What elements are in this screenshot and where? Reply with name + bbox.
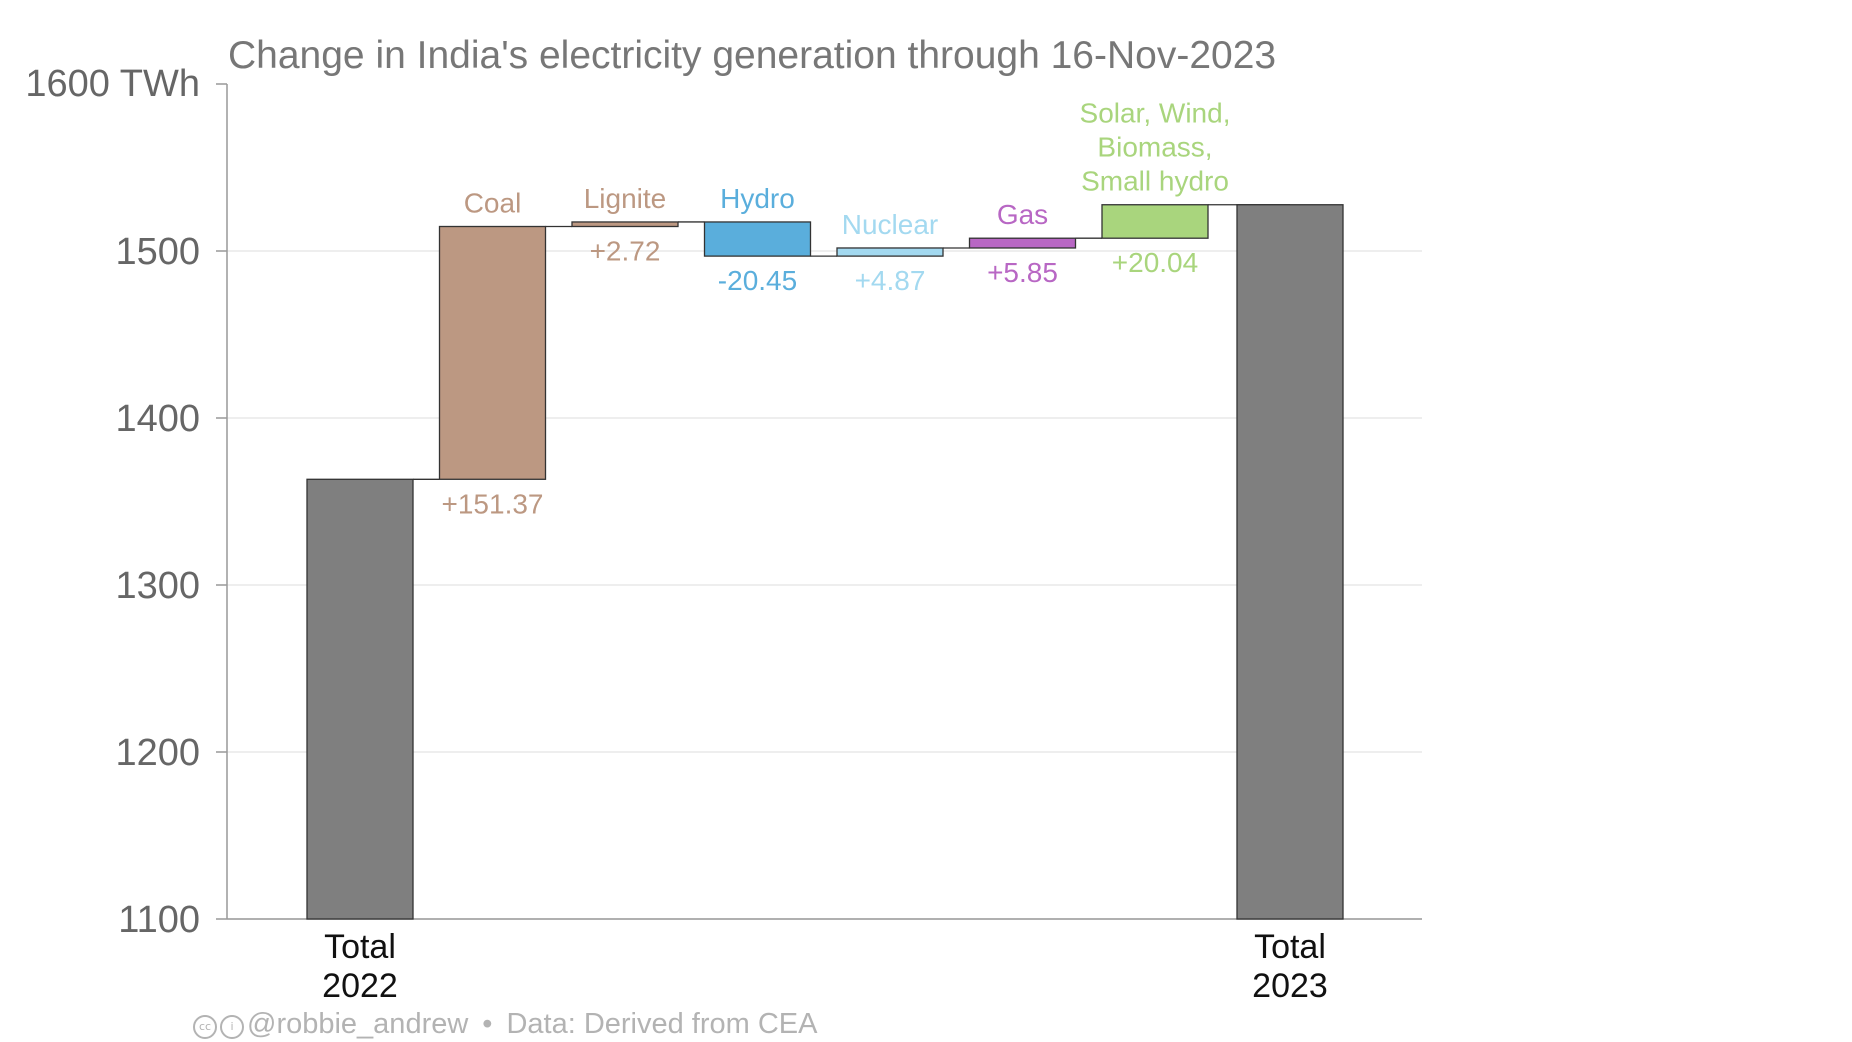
category-label-solar-wind-biomass-small-hydro: Biomass, <box>1097 132 1212 163</box>
value-label-hydro: -20.45 <box>718 265 797 296</box>
category-label-gas: Gas <box>997 199 1048 230</box>
category-label-nuclear: Nuclear <box>842 209 938 240</box>
y-tick-label: 1100 <box>118 899 200 941</box>
bar-total-2023 <box>1236 204 1344 920</box>
category-label-hydro: Hydro <box>720 183 795 214</box>
y-tick-label: 1500 <box>115 231 200 273</box>
category-label-solar-wind-biomass-small-hydro: Small hydro <box>1081 166 1229 197</box>
cc-by-icon: i <box>220 1015 244 1039</box>
x-label-total-2022-line2: 2022 <box>322 967 398 1000</box>
footer: cc i @robbie_andrew • Data: Derived from CEA <box>193 1008 818 1041</box>
x-label-total-2023-line2: 2023 <box>1252 967 1328 1000</box>
x-label-total-2022-line1: Total <box>324 928 396 966</box>
value-label-nuclear: +4.87 <box>855 265 926 296</box>
value-label-coal: +151.37 <box>442 488 544 519</box>
bar-total-2022 <box>306 478 414 920</box>
bar-gas <box>968 237 1077 249</box>
bar-nuclear <box>836 247 944 257</box>
y-tick-label: 1300 <box>115 565 200 607</box>
category-label-coal: Coal <box>464 188 522 219</box>
footer-source: Data: Derived from CEA <box>506 1008 818 1040</box>
chart-title: Change in India's electricity generation… <box>228 34 1276 77</box>
value-label-solar-wind-biomass-small-hydro: +20.04 <box>1112 247 1198 278</box>
y-axis-top-label: 1600 TWh <box>25 63 200 105</box>
category-label-solar-wind-biomass-small-hydro: Solar, Wind, <box>1080 98 1231 129</box>
value-label-gas: +5.85 <box>987 257 1058 288</box>
bar-hydro <box>703 221 812 257</box>
footer-separator: • <box>482 1008 493 1040</box>
bar-solar-wind-biomass-small-hydro <box>1101 204 1209 239</box>
y-tick-label: 1200 <box>115 732 200 774</box>
category-label-lignite: Lignite <box>584 183 667 214</box>
bar-coal <box>438 225 547 480</box>
waterfall-chart: 1100 1200 1300 1400 1500 1600 TWh Change in In… <box>25 34 1422 1000</box>
value-label-lignite: +2.72 <box>590 236 661 267</box>
x-label-total-2023-line1: Total <box>1254 928 1326 966</box>
y-tick-label: 1400 <box>115 398 200 440</box>
footer-handle: @robbie_andrew <box>247 1008 469 1040</box>
bar-lignite <box>571 221 679 228</box>
cc-license-icon: cc <box>193 1015 217 1039</box>
